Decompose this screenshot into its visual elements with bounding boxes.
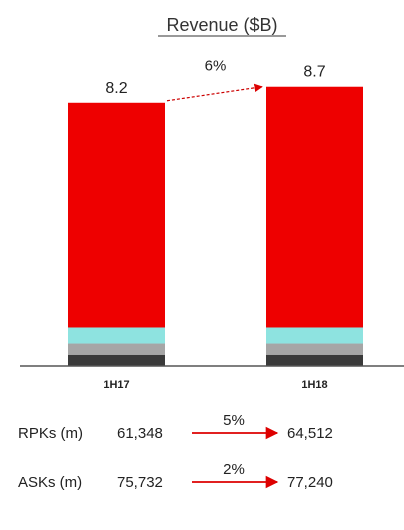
- metric-label-asks: ASKs (m): [18, 474, 82, 491]
- total-label-1H18: 8.7: [303, 64, 325, 81]
- metric-to-asks: 77,240: [287, 474, 333, 491]
- bar-segment-1H17-2: [68, 327, 165, 344]
- bar-segment-1H17-3: [68, 102, 165, 328]
- bar-segment-1H17-0: [68, 354, 165, 366]
- bar-segment-1H17-1: [68, 343, 165, 355]
- bar-segment-1H18-0: [266, 354, 363, 366]
- bar-segment-1H18-3: [266, 86, 363, 328]
- metric-from-asks: 75,732: [117, 474, 163, 491]
- bars-layer: 8.2 1H17 8.7 1H18 6%: [68, 58, 363, 391]
- growth-label: 6%: [205, 58, 227, 75]
- metric-change-rpks: 5%: [223, 412, 245, 429]
- category-label-1H17: 1H17: [103, 379, 129, 391]
- total-label-1H17: 8.2: [105, 80, 127, 97]
- metric-to-rpks: 64,512: [287, 425, 333, 442]
- chart-title: Revenue ($B): [166, 15, 277, 35]
- growth-arrow: [166, 83, 263, 102]
- metric-from-rpks: 61,348: [117, 425, 163, 442]
- metrics-layer: RPKs (m) 61,348 5% 64,512 ASKs (m) 75,732 2% 77…: [18, 412, 333, 491]
- bar-segment-1H18-1: [266, 343, 363, 355]
- bar-segment-1H18-2: [266, 327, 363, 344]
- category-label-1H18: 1H18: [301, 379, 327, 391]
- metric-label-rpks: RPKs (m): [18, 425, 83, 442]
- metric-change-asks: 2%: [223, 461, 245, 478]
